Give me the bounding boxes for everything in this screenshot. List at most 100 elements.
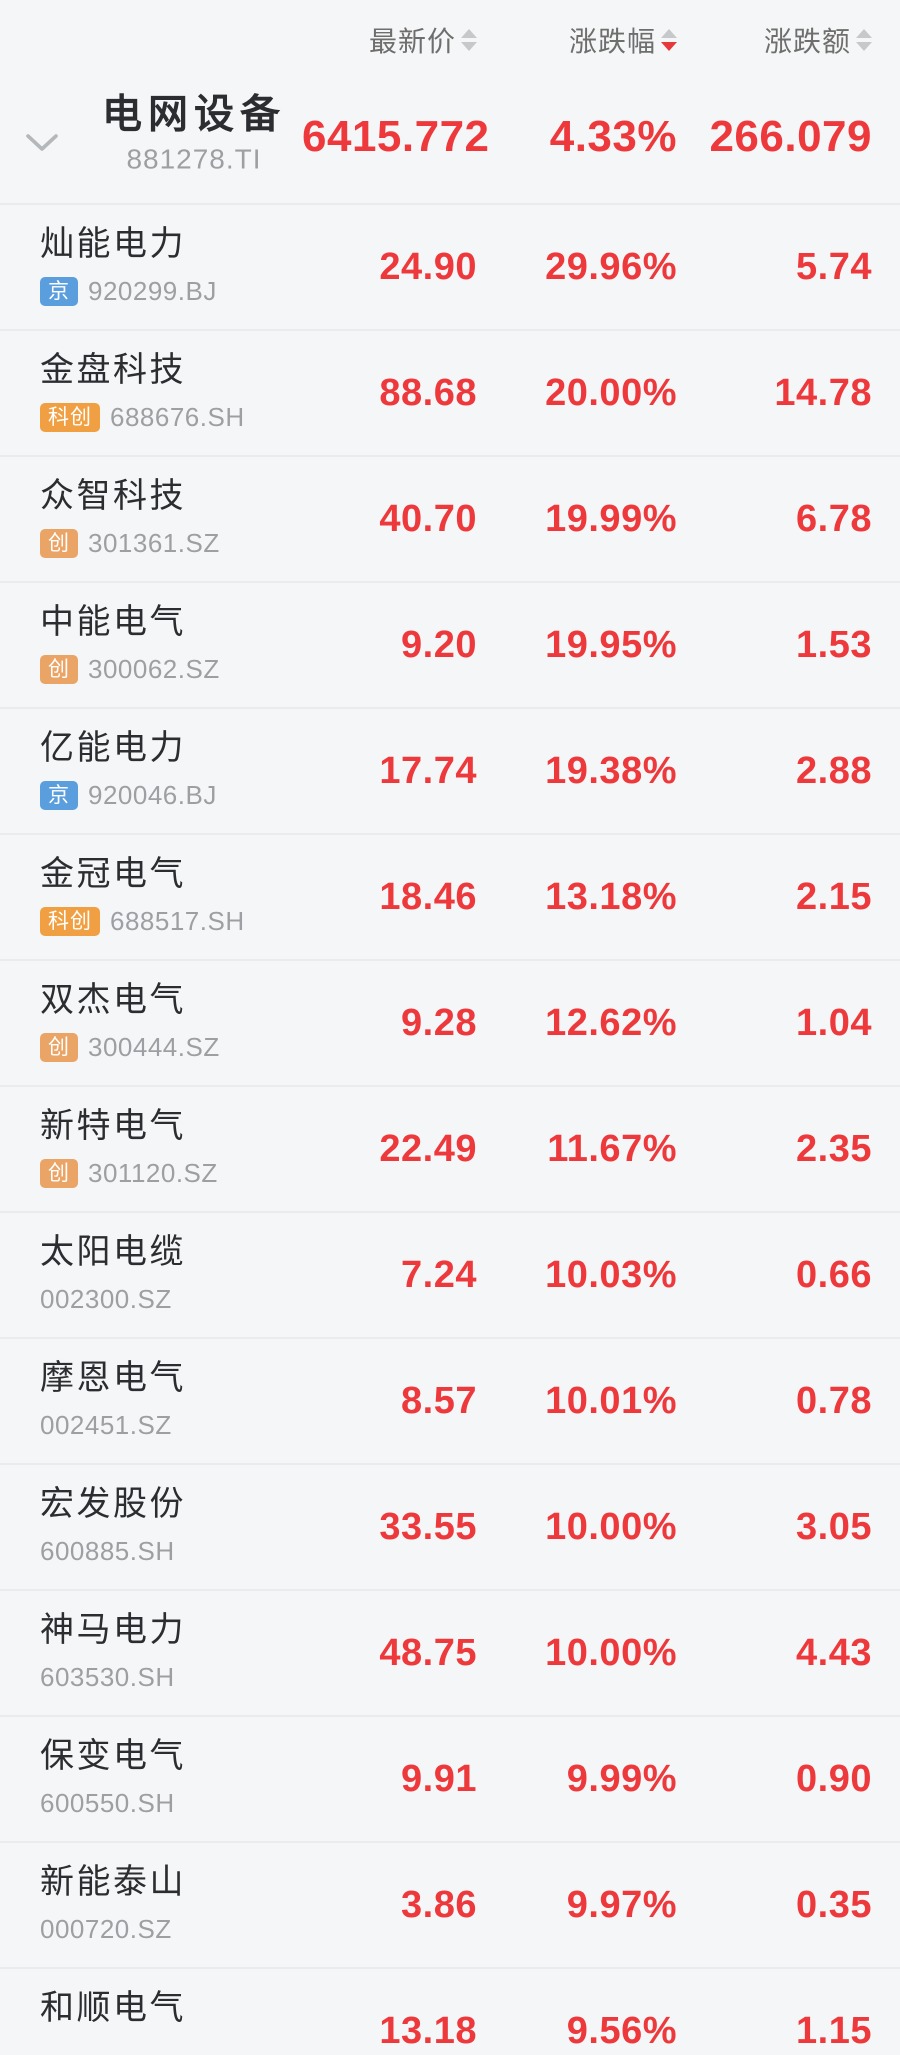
stock-row[interactable]: 双杰电气 创 300444.SZ 9.28 12.62% 1.04 [0,959,900,1085]
stock-change-amount: 5.74 [796,245,872,288]
stock-code: 688517.SH [110,906,245,937]
stock-latest-price: 9.91 [401,1757,477,1800]
stock-change-percent: 19.38% [545,749,677,792]
stock-row[interactable]: 宏发股份 600885.SH 33.55 10.00% 3.05 [0,1463,900,1589]
stock-name-cell: 和顺电气 [0,1989,302,2055]
market-badge: 创 [40,1159,78,1189]
stock-latest-price: 13.18 [379,2009,477,2052]
stock-name: 摩恩电气 [40,1359,186,1398]
column-header[interactable]: 涨跌幅 [477,20,677,60]
sector-index-row[interactable]: 电网设备 881278.TI 6415.772 4.33% 266.079 [0,70,900,203]
sector-name-cell: 电网设备 881278.TI [0,70,302,203]
stock-latest-price: 40.70 [379,497,477,540]
stock-row[interactable]: 亿能电力 京 920046.BJ 17.74 19.38% 2.88 [0,707,900,833]
stock-code: 301361.SZ [88,528,220,559]
stock-row[interactable]: 金冠电气 科创 688517.SH 18.46 13.18% 2.15 [0,833,900,959]
stock-name-cell: 摩恩电气 002451.SZ [0,1359,302,1442]
stock-name: 和顺电气 [40,1989,186,2028]
stock-latest-price: 7.24 [401,1253,477,1296]
column-header-row: 最新价 涨跌幅 涨跌额 [0,0,900,70]
stock-name-cell: 宏发股份 600885.SH [0,1485,302,1568]
stock-name-cell: 众智科技 创 301361.SZ [0,477,302,560]
stock-name: 亿能电力 [40,729,186,768]
sort-arrows-icon [461,29,477,51]
column-header[interactable]: 最新价 [302,20,477,60]
stock-row[interactable]: 和顺电气 13.18 9.56% 1.15 [0,1967,900,2055]
stock-code: 002300.SZ [40,1284,172,1315]
stock-name-cell: 金盘科技 科创 688676.SH [0,351,302,434]
sector-name: 电网设备 [102,92,286,137]
stock-row[interactable]: 灿能电力 京 920299.BJ 24.90 29.96% 5.74 [0,203,900,329]
stock-name: 金盘科技 [40,351,186,390]
stock-name-cell: 金冠电气 科创 688517.SH [0,855,302,938]
stock-change-amount: 1.15 [796,2009,872,2052]
stock-row[interactable]: 新特电气 创 301120.SZ 22.49 11.67% 2.35 [0,1085,900,1211]
stock-change-percent: 29.96% [545,245,677,288]
stock-rows: 灿能电力 京 920299.BJ 24.90 29.96% 5.74 金盘科技 … [0,203,900,2055]
stock-name-cell: 亿能电力 京 920046.BJ [0,729,302,812]
stock-latest-price: 17.74 [379,749,477,792]
stock-row[interactable]: 新能泰山 000720.SZ 3.86 9.97% 0.35 [0,1841,900,1967]
stock-name-cell: 保变电气 600550.SH [0,1737,302,1820]
stock-code: 603530.SH [40,1662,175,1693]
sort-down-icon [661,42,677,51]
sector-change-percent: 4.33% [549,111,677,161]
stock-code: 002451.SZ [40,1410,172,1441]
stock-change-percent: 10.00% [545,1631,677,1674]
sort-arrows-icon [661,29,677,51]
sort-arrows-icon [856,29,872,51]
stock-row[interactable]: 众智科技 创 301361.SZ 40.70 19.99% 6.78 [0,455,900,581]
stock-name: 灿能电力 [40,225,186,264]
stock-change-percent: 10.01% [545,1379,677,1422]
stock-row[interactable]: 中能电气 创 300062.SZ 9.20 19.95% 1.53 [0,581,900,707]
stock-latest-price: 9.28 [401,1001,477,1044]
stock-change-amount: 2.88 [796,749,872,792]
sort-up-icon [461,29,477,38]
stock-code: 300444.SZ [88,1032,220,1063]
stock-latest-price: 24.90 [379,245,477,288]
stock-name-cell: 神马电力 603530.SH [0,1611,302,1694]
stock-name-cell: 太阳电缆 002300.SZ [0,1233,302,1316]
stock-change-percent: 10.03% [545,1253,677,1296]
market-badge: 科创 [40,403,100,433]
stock-change-percent: 20.00% [545,371,677,414]
stock-row[interactable]: 保变电气 600550.SH 9.91 9.99% 0.90 [0,1715,900,1841]
stock-latest-price: 9.20 [401,623,477,666]
stock-row[interactable]: 摩恩电气 002451.SZ 8.57 10.01% 0.78 [0,1337,900,1463]
stock-name: 新特电气 [40,1107,186,1146]
stock-code: 688676.SH [110,402,245,433]
stock-change-percent: 11.67% [547,1127,677,1170]
stock-row[interactable]: 神马电力 603530.SH 48.75 10.00% 4.43 [0,1589,900,1715]
stock-change-amount: 0.66 [796,1253,872,1296]
column-header[interactable]: 涨跌额 [677,20,872,60]
stock-row[interactable]: 太阳电缆 002300.SZ 7.24 10.03% 0.66 [0,1211,900,1337]
stock-name: 金冠电气 [40,855,186,894]
stock-latest-price: 8.57 [401,1379,477,1422]
sort-down-icon [856,42,872,51]
stock-change-percent: 19.95% [545,623,677,666]
stock-change-percent: 9.56% [566,2009,677,2052]
stock-code: 600885.SH [40,1536,175,1567]
sort-up-icon [661,29,677,38]
stock-code: 301120.SZ [88,1158,218,1189]
stock-change-percent: 12.62% [545,1001,677,1044]
market-badge: 创 [40,655,78,685]
stock-latest-price: 33.55 [379,1505,477,1548]
market-badge: 京 [40,781,78,811]
stock-code: 920046.BJ [88,780,217,811]
stock-latest-price: 3.86 [401,1883,477,1926]
stock-latest-price: 48.75 [379,1631,477,1674]
stock-name: 保变电气 [40,1737,186,1776]
stock-name: 双杰电气 [40,981,186,1020]
stock-name-cell: 双杰电气 创 300444.SZ [0,981,302,1064]
stock-row[interactable]: 金盘科技 科创 688676.SH 88.68 20.00% 14.78 [0,329,900,455]
chevron-down-icon[interactable] [24,132,60,159]
sector-code: 881278.TI [126,143,262,175]
stock-name: 宏发股份 [40,1485,186,1524]
market-badge: 创 [40,1033,78,1063]
sector-latest-price: 6415.772 [302,111,490,161]
stock-name: 众智科技 [40,477,186,516]
stock-name-cell: 新能泰山 000720.SZ [0,1863,302,1946]
sector-change-amount: 266.079 [709,111,872,161]
